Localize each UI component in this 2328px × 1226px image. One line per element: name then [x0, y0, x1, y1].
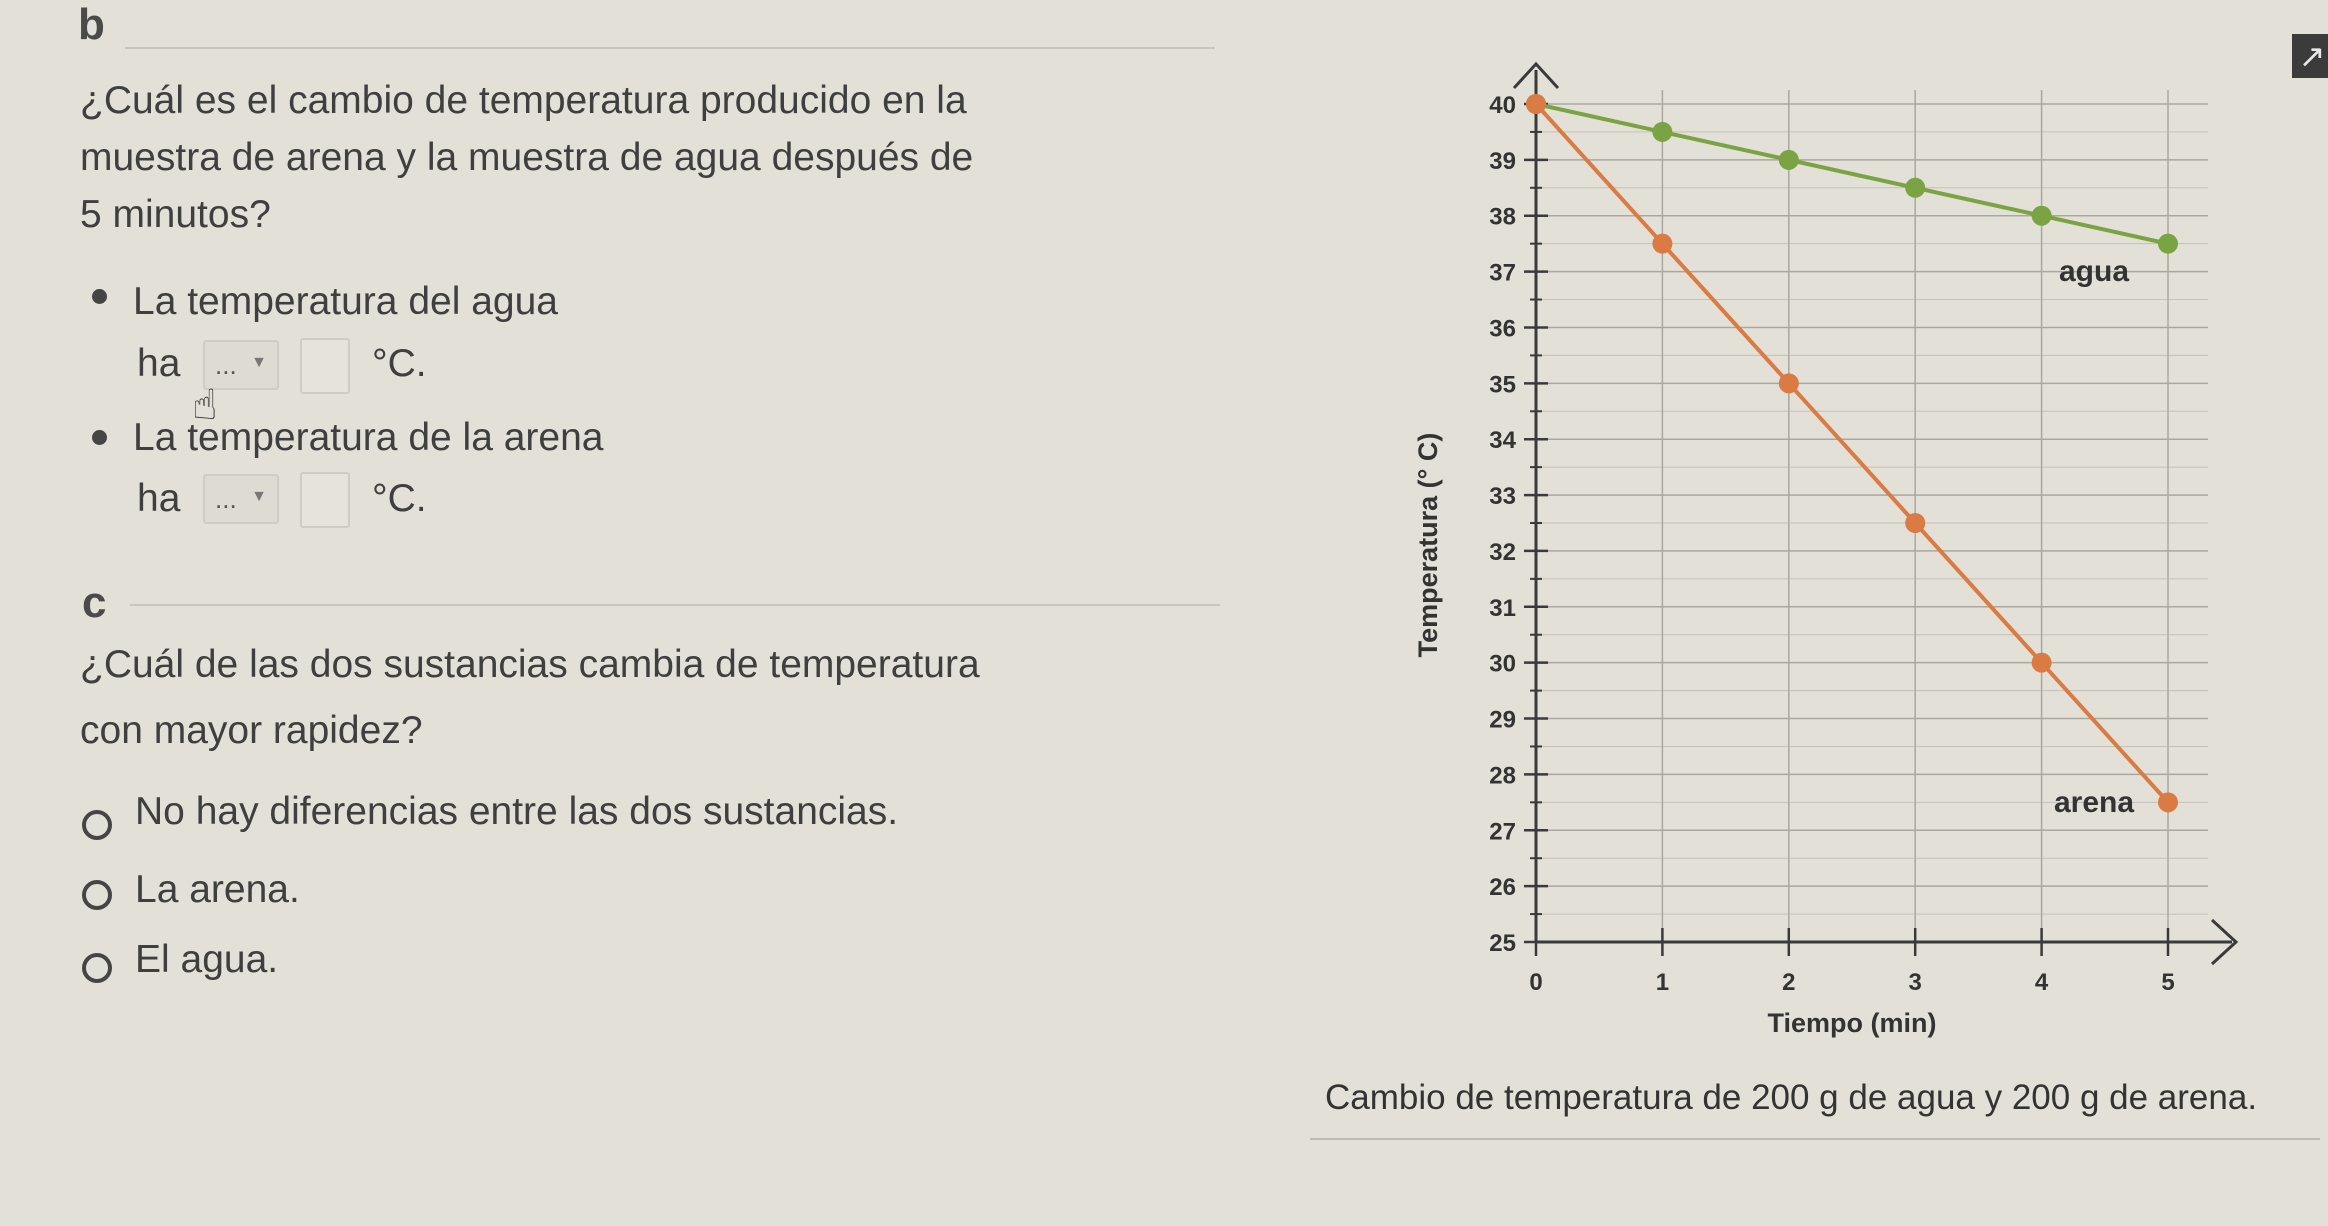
item-sand-unit: °C.	[372, 477, 427, 520]
y-tick-label: 28	[1489, 762, 1516, 789]
x-tick-label: 1	[1656, 969, 1669, 996]
part-b-question-line: ¿Cuál es el cambio de temperatura produc…	[80, 79, 967, 122]
part-c-question: ¿Cuál de las dos sustancias cambia de te…	[80, 632, 980, 764]
y-tick-label: 34	[1489, 427, 1516, 454]
y-tick-label: 35	[1489, 371, 1516, 398]
water-change-input[interactable]	[300, 338, 350, 394]
part-b-divider	[125, 47, 1215, 49]
data-point-agua	[2158, 233, 2178, 254]
part-b-question-line: 5 minutos?	[80, 193, 271, 236]
x-tick-label: 2	[1782, 969, 1795, 996]
chart-series	[1526, 94, 2178, 813]
chart-grid	[1536, 90, 2208, 942]
option-sand-radio[interactable]	[82, 880, 112, 910]
dropdown-arrow-icon: ▼	[251, 354, 267, 371]
data-point-agua	[2031, 205, 2052, 226]
y-axis-arrow	[1512, 61, 1560, 90]
item-sand-prefix: ha	[137, 477, 181, 520]
y-tick-label: 30	[1489, 651, 1516, 678]
part-c-question-line: con mayor rapidez?	[80, 709, 423, 752]
caption-divider	[1310, 1138, 2320, 1140]
series-label-agua: agua	[2059, 255, 2129, 288]
part-c-question-line: ¿Cuál de las dos sustancias cambia de te…	[80, 643, 980, 686]
y-tick-label: 26	[1489, 874, 1516, 901]
data-point-agua	[1778, 149, 1799, 170]
y-tick-label: 32	[1489, 539, 1516, 566]
chart-axes	[1512, 61, 2239, 966]
x-axis-arrow	[2210, 918, 2239, 966]
option-water-radio[interactable]	[82, 953, 112, 983]
sand-change-input[interactable]	[300, 472, 350, 528]
y-tick-label: 25	[1489, 930, 1516, 957]
option-no-difference-radio[interactable]	[82, 810, 112, 840]
y-tick-label: 27	[1489, 818, 1516, 845]
part-c-divider	[130, 604, 1220, 606]
x-tick-label: 0	[1529, 969, 1542, 996]
y-tick-label: 40	[1489, 92, 1516, 119]
option-sand-label[interactable]: La arena.	[135, 868, 300, 911]
y-tick-label: 38	[1489, 204, 1516, 231]
data-point-agua	[1905, 177, 1926, 198]
data-point-agua	[1652, 121, 1673, 142]
bullet-icon	[92, 430, 107, 445]
x-tick-label: 5	[2161, 969, 2174, 996]
x-tick-label: 4	[2035, 969, 2049, 996]
data-point-arena	[2031, 652, 2052, 673]
sand-change-dropdown-value: ...	[215, 484, 237, 514]
item-water-label: La temperatura del agua	[133, 280, 558, 323]
bullet-icon	[92, 289, 107, 304]
data-point-arena	[1526, 94, 1546, 114]
item-water-unit: °C.	[372, 342, 427, 385]
item-water-prefix: ha	[137, 342, 181, 385]
part-b-question: ¿Cuál es el cambio de temperatura produc…	[80, 72, 973, 243]
part-b-question-line: muestra de arena y la muestra de agua de…	[80, 136, 974, 179]
option-water-label[interactable]: El agua.	[135, 938, 279, 981]
series-line-arena	[1534, 102, 2170, 804]
water-change-dropdown-value: ...	[215, 350, 237, 380]
data-point-arena	[2158, 792, 2178, 813]
data-point-arena	[1905, 513, 1926, 533]
y-tick-label: 29	[1489, 707, 1516, 734]
data-point-arena	[1652, 233, 1673, 254]
corner-button[interactable]: ↗	[2292, 34, 2328, 78]
arrow-up-right-icon: ↗	[2298, 38, 2326, 74]
dropdown-arrow-icon: ▼	[251, 488, 267, 505]
item-sand-label: La temperatura de la arena	[133, 416, 604, 459]
y-tick-label: 39	[1489, 148, 1516, 175]
data-point-arena	[1778, 373, 1799, 394]
hand-cursor-icon: ☝	[192, 381, 218, 428]
series-line-agua	[1535, 102, 2169, 246]
series-label-arena: arena	[2054, 786, 2134, 819]
x-axis-title: Tiempo (min)	[1767, 1008, 1936, 1038]
y-tick-label: 37	[1489, 260, 1516, 287]
y-tick-label: 31	[1489, 595, 1516, 622]
water-change-dropdown[interactable]: ... ▼	[203, 340, 279, 390]
sand-change-dropdown[interactable]: ... ▼	[203, 474, 279, 524]
y-tick-label: 33	[1489, 483, 1516, 510]
chart-caption: Cambio de temperatura de 200 g de agua y…	[1325, 1078, 2258, 1117]
part-b-letter: b	[78, 0, 105, 49]
option-no-difference-label[interactable]: No hay diferencias entre las dos sustanc…	[135, 790, 899, 833]
part-c-letter: c	[82, 578, 107, 627]
y-tick-label: 36	[1489, 315, 1516, 342]
x-tick-label: 3	[1909, 969, 1922, 996]
y-axis-title: Temperatura (° C)	[1413, 433, 1443, 658]
